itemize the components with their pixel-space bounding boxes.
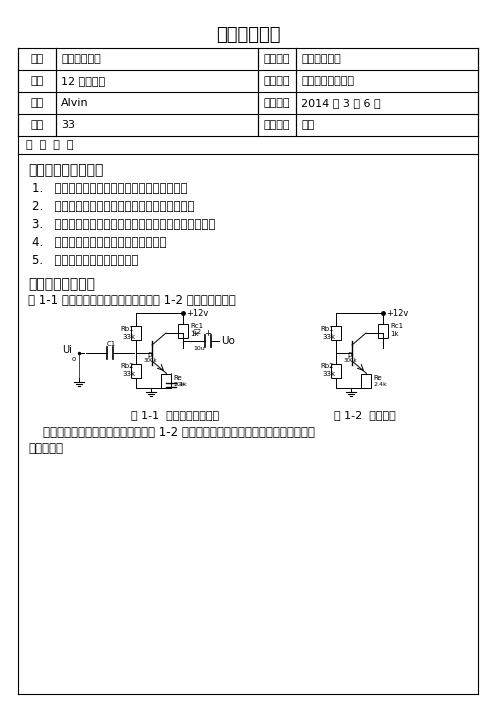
- Text: 33k: 33k: [122, 334, 135, 340]
- Text: 2.   学习放大电路的静态工作点参数的测量方法；: 2. 学习放大电路的静态工作点参数的测量方法；: [32, 199, 194, 213]
- Text: 5.   学习常用电子仪器的使用。: 5. 学习常用电子仪器的使用。: [32, 253, 138, 267]
- Text: 系表达式：: 系表达式：: [28, 442, 63, 456]
- Text: 2.4k: 2.4k: [373, 382, 387, 387]
- Text: 12 无线技术: 12 无线技术: [61, 76, 105, 86]
- Text: 300k: 300k: [143, 359, 157, 364]
- Text: 2014 年 3 月 6 日: 2014 年 3 月 6 日: [301, 98, 380, 108]
- Text: Re: Re: [373, 374, 381, 380]
- Text: 33k: 33k: [322, 371, 335, 378]
- Text: Rb2: Rb2: [320, 364, 333, 369]
- Text: 学号: 学号: [30, 120, 44, 130]
- Text: 1k: 1k: [190, 331, 198, 338]
- Text: 学生实验报告: 学生实验报告: [216, 26, 280, 44]
- Text: 电子信息学院: 电子信息学院: [61, 54, 101, 64]
- Text: 报  告  内  容: 报 告 内 容: [26, 140, 73, 150]
- Text: o: o: [72, 356, 76, 362]
- Text: Uo: Uo: [221, 336, 235, 346]
- Text: 2.4k: 2.4k: [173, 382, 187, 387]
- Text: +: +: [204, 329, 211, 338]
- Text: 基本共射放大电路: 基本共射放大电路: [301, 76, 354, 86]
- Bar: [161, 373, 171, 388]
- Text: Ce: Ce: [177, 382, 185, 387]
- Text: Rb2: Rb2: [120, 364, 133, 369]
- Text: 300k: 300k: [343, 359, 357, 364]
- Text: 实验名称: 实验名称: [264, 76, 290, 86]
- Text: +12v: +12v: [386, 308, 408, 317]
- Text: 33: 33: [61, 120, 75, 130]
- Text: 文毅: 文毅: [301, 120, 314, 130]
- Text: Rc1: Rc1: [390, 324, 403, 329]
- Text: 院别: 院别: [30, 54, 44, 64]
- Text: Rb1: Rb1: [120, 326, 133, 332]
- Text: 二、实验原理介绍: 二、实验原理介绍: [28, 277, 95, 291]
- Text: 1.   加深对基本共射放大电路放大特性的理解；: 1. 加深对基本共射放大电路放大特性的理解；: [32, 182, 187, 194]
- Text: β: β: [348, 352, 352, 358]
- Text: C1: C1: [106, 341, 116, 347]
- Text: Re: Re: [173, 374, 182, 380]
- Bar: [361, 373, 371, 388]
- Text: 图 1-1  基本共射放大电路: 图 1-1 基本共射放大电路: [131, 410, 219, 420]
- Text: 首先，对该电路作直流分析，分析图 1-2 的直流通路，可得到如下直流工作参数的关: 首先，对该电路作直流分析，分析图 1-2 的直流通路，可得到如下直流工作参数的关: [28, 427, 315, 439]
- Text: Ui: Ui: [62, 345, 72, 355]
- Text: 一、实验目的和任务: 一、实验目的和任务: [28, 163, 103, 177]
- Text: 电子技术实验: 电子技术实验: [301, 54, 341, 64]
- Text: 10u: 10u: [193, 347, 205, 352]
- Bar: [378, 324, 388, 338]
- Text: 课程名称: 课程名称: [264, 54, 290, 64]
- Text: 1k: 1k: [390, 331, 399, 338]
- Bar: [131, 364, 141, 378]
- Bar: [331, 326, 341, 340]
- Text: 指导教师: 指导教师: [264, 120, 290, 130]
- Bar: [131, 326, 141, 340]
- Text: Rb1: Rb1: [320, 326, 334, 332]
- Bar: [178, 324, 188, 338]
- Text: 班级: 班级: [30, 76, 44, 86]
- Text: C2: C2: [192, 329, 201, 335]
- Text: +12v: +12v: [186, 308, 208, 317]
- Text: 图 1-2  直流通路: 图 1-2 直流通路: [334, 410, 396, 420]
- Text: Rc1: Rc1: [190, 324, 203, 329]
- Text: 姓名: 姓名: [30, 98, 44, 108]
- Bar: [331, 364, 341, 378]
- Text: 4.   学习放大电路交流参数的测量方法；: 4. 学习放大电路交流参数的测量方法；: [32, 235, 167, 249]
- Text: 图 1-1 为基本共射放大电路原理图，图 1-2 是其直流通路。: 图 1-1 为基本共射放大电路原理图，图 1-2 是其直流通路。: [28, 295, 236, 307]
- Text: β: β: [148, 352, 152, 358]
- Text: 33k: 33k: [322, 334, 335, 340]
- Text: 33k: 33k: [122, 371, 135, 378]
- Text: 3.   了解电路参数对静态工作点的影响和静态调试方法；: 3. 了解电路参数对静态工作点的影响和静态调试方法；: [32, 218, 215, 230]
- Text: 实验时间: 实验时间: [264, 98, 290, 108]
- Text: Alvin: Alvin: [61, 98, 89, 108]
